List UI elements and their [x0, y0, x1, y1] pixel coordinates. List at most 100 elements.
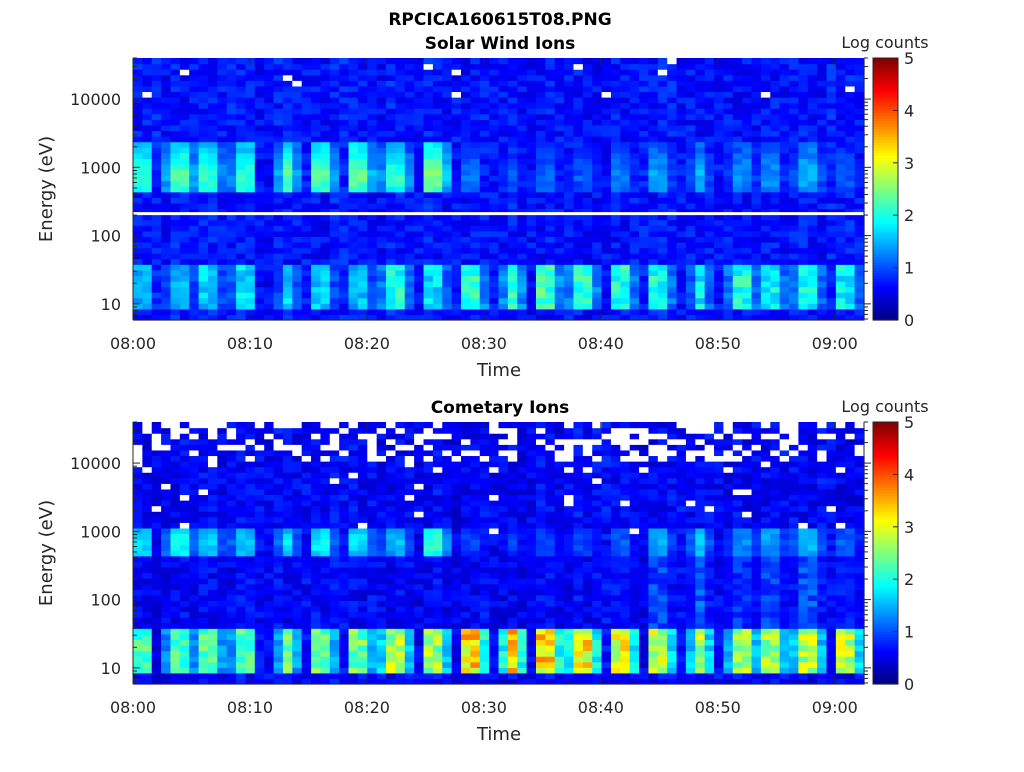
heatmap-cell-missing [180, 69, 190, 75]
heatmap-cell [845, 231, 855, 237]
heatmap-cell [255, 309, 265, 315]
heatmap-cell [517, 108, 527, 114]
heatmap-cell [470, 186, 480, 192]
heatmap-cell [405, 259, 415, 265]
heatmap-cell [648, 192, 658, 198]
heatmap-cell [245, 662, 255, 668]
heatmap-cell [208, 606, 218, 612]
heatmap-cell [170, 58, 180, 64]
heatmap-cell [292, 556, 302, 562]
heatmap-cell [255, 236, 265, 242]
heatmap-cell [302, 428, 312, 434]
heatmap-cell [377, 64, 387, 70]
heatmap-cell [433, 119, 443, 125]
heatmap-cell [573, 309, 583, 315]
heatmap-cell [208, 550, 218, 556]
heatmap-cell [339, 455, 349, 461]
heatmap-cell [170, 584, 180, 590]
heatmap-cell [686, 64, 696, 70]
heatmap-cell [620, 125, 630, 131]
heatmap-cell [527, 164, 537, 170]
heatmap-cell [855, 270, 865, 276]
heatmap-cell [133, 298, 143, 304]
heatmap-cell [583, 108, 593, 114]
heatmap-cell [855, 80, 865, 86]
heatmap-cell [142, 108, 152, 114]
heatmap-cell [517, 303, 527, 309]
heatmap-cell [808, 158, 818, 164]
heatmap-cell [714, 136, 724, 142]
heatmap-cell [770, 236, 780, 242]
heatmap-cell [611, 91, 621, 97]
heatmap-cell [527, 236, 537, 242]
heatmap-cell [620, 142, 630, 148]
heatmap-cell [180, 169, 190, 175]
heatmap-cell [461, 175, 471, 181]
heatmap-cell [536, 303, 546, 309]
heatmap-cell [742, 97, 752, 103]
heatmap-cell [189, 567, 199, 573]
heatmap-cell [330, 494, 340, 500]
heatmap-cell [517, 175, 527, 181]
heatmap-cell [161, 203, 171, 209]
heatmap-cell [414, 281, 424, 287]
heatmap-cell [208, 175, 218, 181]
heatmap-cell [677, 253, 687, 259]
heatmap-cell [208, 153, 218, 159]
heatmap-cell [630, 136, 640, 142]
heatmap-cell [142, 450, 152, 456]
heatmap-cell [573, 270, 583, 276]
heatmap-cell [836, 197, 846, 203]
heatmap-cell [236, 220, 246, 226]
heatmap-cell [292, 275, 302, 281]
heatmap-cell [283, 186, 293, 192]
heatmap-cell [302, 292, 312, 298]
heatmap-cell [274, 522, 284, 528]
heatmap-cell [330, 511, 340, 517]
heatmap-cell [442, 64, 452, 70]
heatmap-cell [461, 91, 471, 97]
heatmap-cell [452, 153, 462, 159]
heatmap-cell [827, 192, 837, 198]
heatmap-cell [274, 433, 284, 439]
heatmap-cell [433, 298, 443, 304]
heatmap-cell [180, 64, 190, 70]
heatmap-cell [199, 494, 209, 500]
heatmap-cell [695, 248, 705, 254]
heatmap-cell [255, 64, 265, 70]
heatmap-cell [161, 169, 171, 175]
heatmap-cell [339, 595, 349, 601]
heatmap-cell [152, 623, 162, 629]
heatmap-cell [283, 181, 293, 187]
heatmap-cell [602, 69, 612, 75]
heatmap-cell [255, 511, 265, 517]
heatmap-cell [236, 303, 246, 309]
heatmap-cell [227, 181, 237, 187]
heatmap-cell [424, 287, 434, 293]
heatmap-cell [199, 600, 209, 606]
heatmap-cell [686, 203, 696, 209]
heatmap-cell [667, 69, 677, 75]
heatmap-cell [770, 114, 780, 120]
heatmap-cell [320, 634, 330, 640]
heatmap-cell [583, 125, 593, 131]
heatmap-cell [639, 108, 649, 114]
heatmap-cell [817, 186, 827, 192]
heatmap-cell [161, 80, 171, 86]
heatmap-cell [283, 158, 293, 164]
heatmap-cell [452, 164, 462, 170]
heatmap-cell [742, 225, 752, 231]
heatmap-cell [311, 506, 321, 512]
y-axis-label: Energy (eV) [36, 500, 57, 606]
heatmap-cell [302, 600, 312, 606]
heatmap-cell [236, 175, 246, 181]
heatmap-cell [620, 75, 630, 81]
heatmap-cell [292, 130, 302, 136]
heatmap-cell [461, 103, 471, 109]
heatmap-cell [330, 253, 340, 259]
heatmap-cell [817, 64, 827, 70]
heatmap-cell [742, 108, 752, 114]
heatmap-cell [517, 309, 527, 315]
heatmap-cell [508, 164, 518, 170]
heatmap-cell [461, 231, 471, 237]
